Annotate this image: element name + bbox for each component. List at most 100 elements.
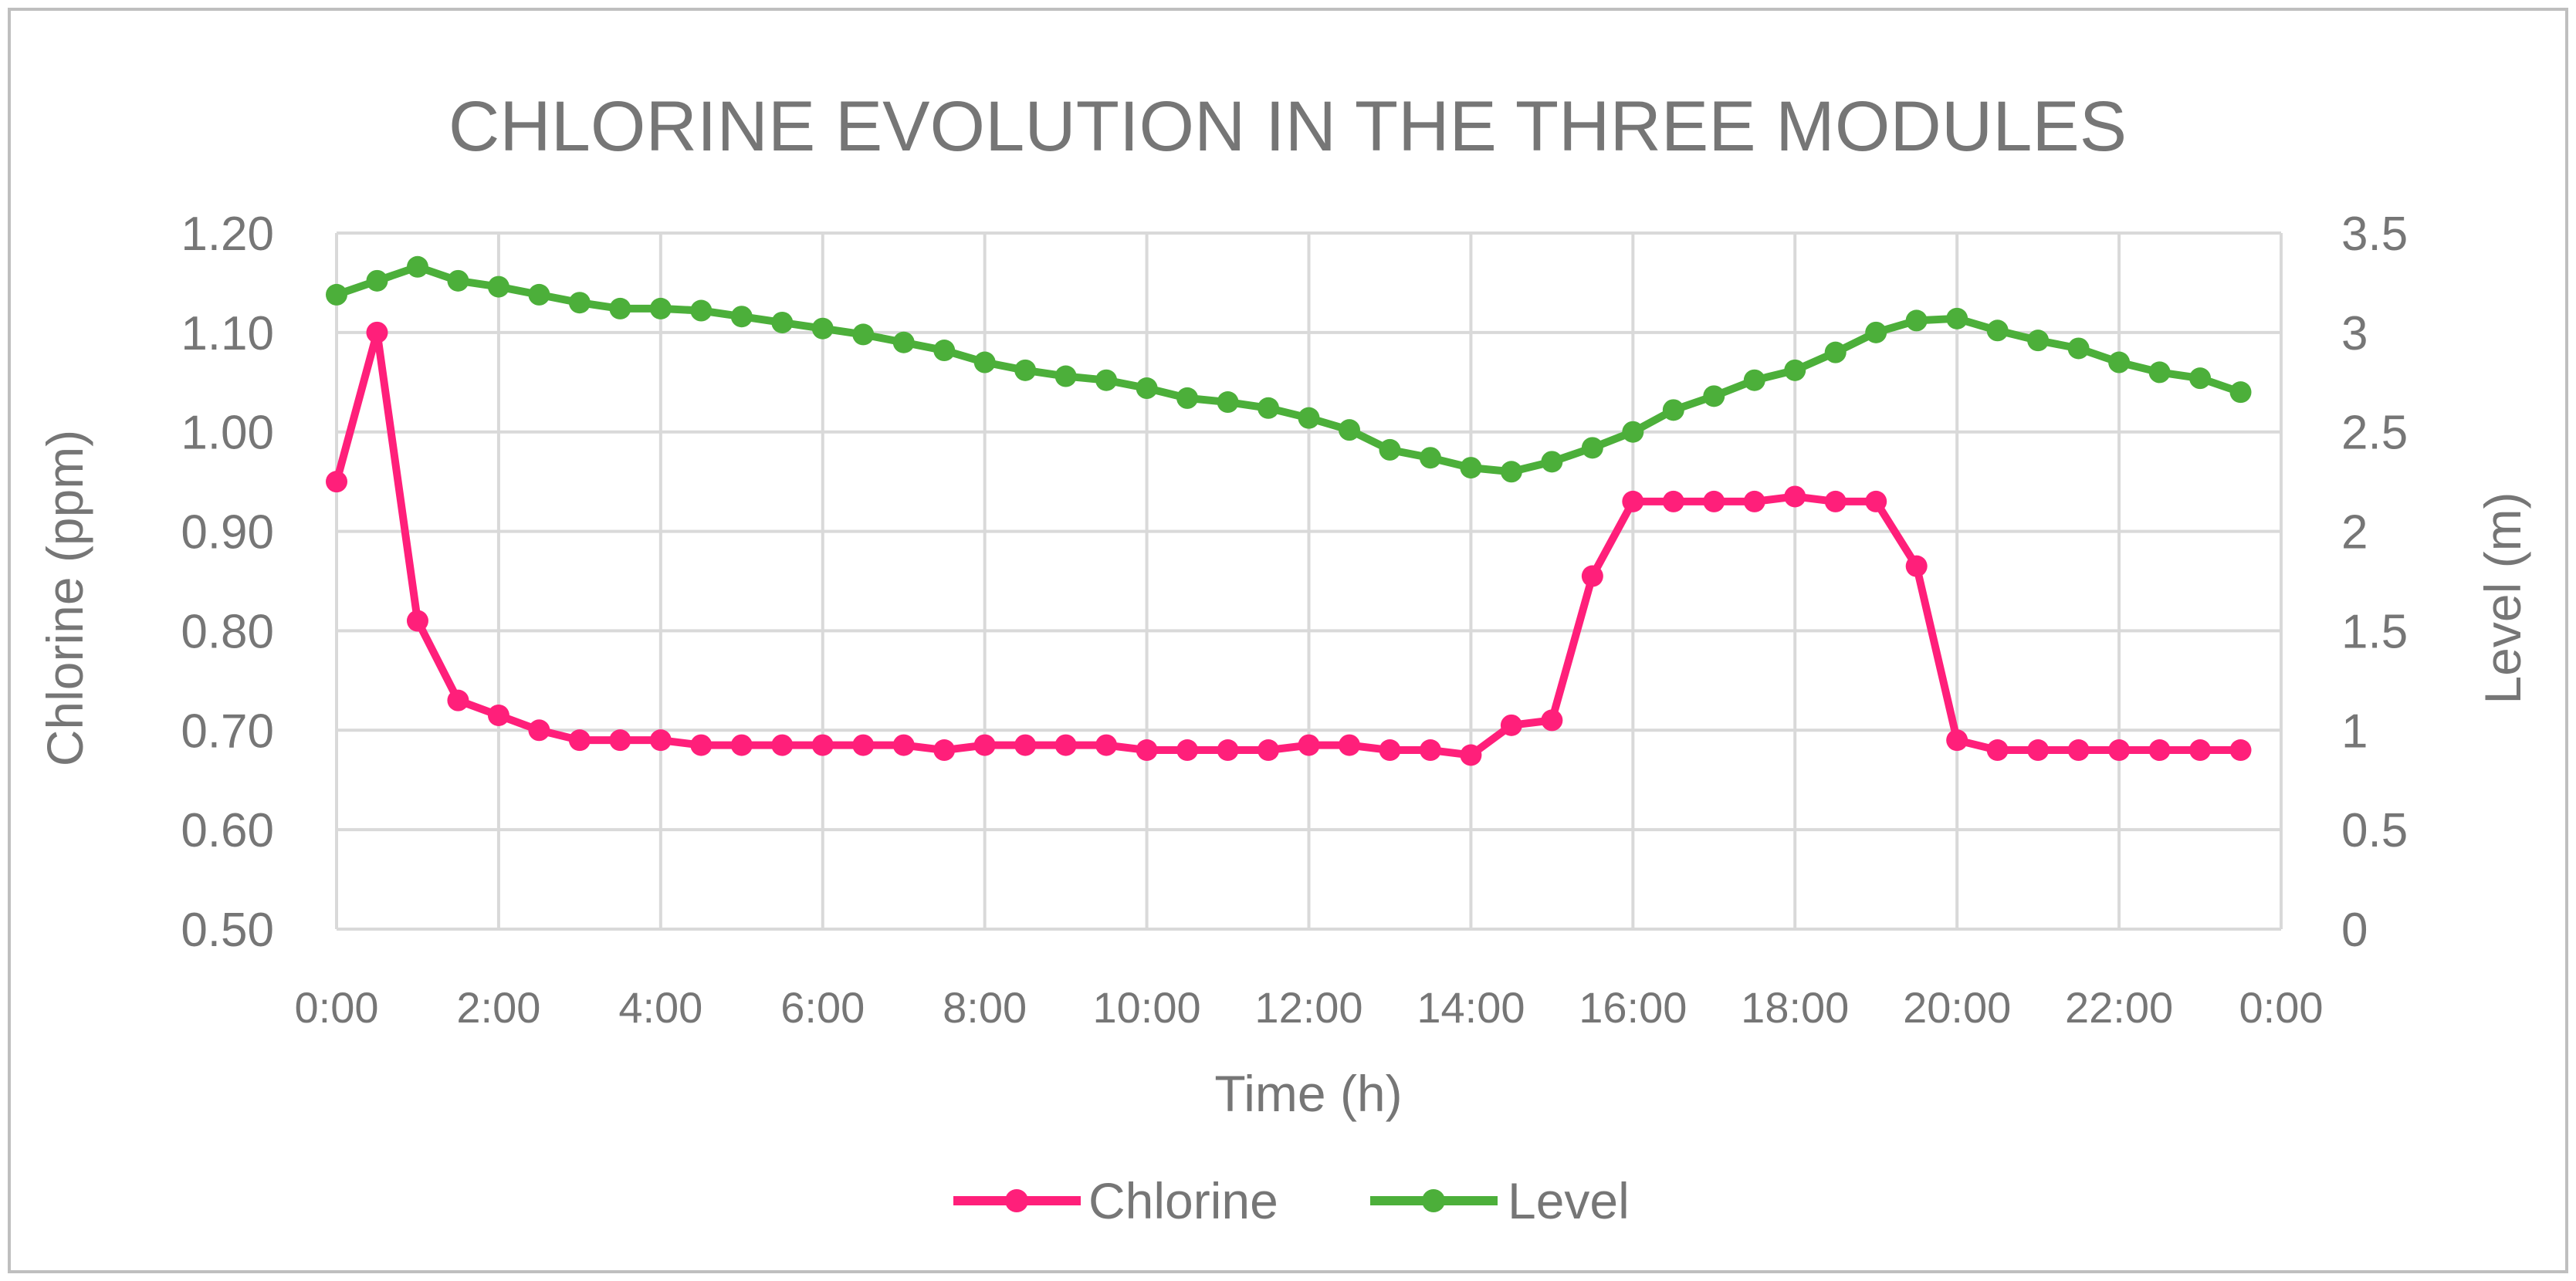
x-tick-label: 12:00 xyxy=(1254,983,1362,1032)
data-point-chlorine xyxy=(1622,490,1644,512)
data-point-level xyxy=(1379,438,1401,461)
legend-marker-level xyxy=(1422,1189,1445,1212)
data-point-level xyxy=(609,297,631,319)
data-point-chlorine xyxy=(326,471,347,493)
data-point-chlorine xyxy=(609,729,631,752)
y2-tick-label: 2 xyxy=(2341,506,2368,559)
y2-tick-label: 1.5 xyxy=(2341,605,2408,658)
data-point-level xyxy=(1622,421,1644,443)
data-point-chlorine xyxy=(1581,565,1603,587)
data-point-level xyxy=(1014,359,1037,381)
data-point-chlorine xyxy=(1014,734,1037,756)
legend-marker-chlorine xyxy=(1005,1189,1028,1212)
data-point-level xyxy=(1054,365,1077,387)
data-point-level xyxy=(690,299,713,322)
data-point-chlorine xyxy=(1905,555,1928,577)
data-point-chlorine xyxy=(2027,739,2050,762)
data-point-chlorine xyxy=(2229,739,2252,762)
data-point-chlorine xyxy=(973,734,996,756)
data-point-level xyxy=(366,269,388,292)
data-point-level xyxy=(1258,397,1280,419)
grid-layer xyxy=(335,232,2283,931)
data-point-chlorine xyxy=(1784,485,1806,508)
y-tick-label: 1.20 xyxy=(181,208,274,261)
data-point-chlorine xyxy=(2148,739,2171,762)
data-point-level xyxy=(1338,419,1360,441)
y2-tick-label: 0 xyxy=(2341,904,2368,957)
y2-tick-label: 0.5 xyxy=(2341,804,2408,857)
data-point-level xyxy=(730,306,753,328)
data-point-level xyxy=(447,269,469,292)
data-point-level xyxy=(771,311,794,333)
data-point-chlorine xyxy=(1460,744,1482,766)
data-point-chlorine xyxy=(1217,739,1239,762)
data-point-level xyxy=(1217,391,1239,414)
data-point-chlorine xyxy=(1379,739,1401,762)
data-point-chlorine xyxy=(1054,734,1077,756)
data-point-level xyxy=(1460,457,1482,479)
x-tick-label: 22:00 xyxy=(2065,983,2173,1032)
x-tick-label: 18:00 xyxy=(1741,983,1849,1032)
x-tick-label: 0:00 xyxy=(295,983,379,1032)
data-point-level xyxy=(1865,321,1887,343)
y2-tick-label: 3.5 xyxy=(2341,208,2408,261)
y-axis-left: 0.50 0.60 0.70 0.80 0.90 1.00 1.10 1.20 xyxy=(181,208,274,957)
data-point-level xyxy=(973,351,996,373)
data-point-level xyxy=(2229,381,2252,404)
data-point-level xyxy=(1743,369,1765,391)
y-tick-label: 1.00 xyxy=(181,407,274,460)
data-point-level xyxy=(406,255,428,278)
x-axis: 0:00 2:00 4:00 6:00 8:00 10:00 12:00 14:00 16:00… xyxy=(295,983,2324,1032)
data-point-level xyxy=(1298,407,1320,429)
data-point-level xyxy=(2027,330,2050,352)
data-point-chlorine xyxy=(811,734,834,756)
data-point-chlorine xyxy=(406,610,428,632)
data-point-level xyxy=(811,317,834,340)
data-point-level xyxy=(2189,367,2212,390)
data-point-chlorine xyxy=(1865,490,1887,512)
x-tick-label: 20:00 xyxy=(1903,983,2011,1032)
chart-border xyxy=(8,8,2568,1273)
x-tick-label: 0:00 xyxy=(2239,983,2324,1032)
data-point-chlorine xyxy=(1338,734,1360,756)
data-point-chlorine xyxy=(366,321,388,343)
legend-label-chlorine: Chlorine xyxy=(1088,1172,1278,1229)
data-point-level xyxy=(2108,351,2131,373)
data-point-chlorine xyxy=(1419,739,1441,762)
data-point-level xyxy=(568,292,591,314)
data-point-level xyxy=(1986,319,2009,342)
data-point-level xyxy=(1541,451,1563,473)
data-point-chlorine xyxy=(1095,734,1118,756)
data-point-chlorine xyxy=(1986,739,2009,762)
data-point-chlorine xyxy=(528,719,550,742)
data-point-chlorine xyxy=(1500,714,1522,736)
x-tick-label: 10:00 xyxy=(1093,983,1201,1032)
x-axis-title: Time (h) xyxy=(1214,1065,1402,1122)
data-point-chlorine xyxy=(1541,709,1563,732)
data-point-chlorine xyxy=(447,689,469,711)
data-point-level xyxy=(1946,307,1968,330)
data-point-level xyxy=(1500,461,1522,483)
data-point-level xyxy=(326,283,347,306)
data-point-chlorine xyxy=(1662,490,1684,512)
data-point-chlorine xyxy=(892,734,915,756)
x-tick-label: 6:00 xyxy=(780,983,865,1032)
data-point-level xyxy=(1703,385,1725,407)
data-point-chlorine xyxy=(1176,739,1199,762)
data-point-level xyxy=(528,283,550,306)
data-point-level xyxy=(1662,399,1684,421)
y-tick-label: 0.60 xyxy=(181,804,274,857)
data-point-chlorine xyxy=(1703,490,1725,512)
data-point-chlorine xyxy=(852,734,875,756)
data-point-level xyxy=(1419,447,1441,469)
data-point-level xyxy=(1784,359,1806,381)
x-tick-label: 16:00 xyxy=(1579,983,1687,1032)
data-point-chlorine xyxy=(2108,739,2131,762)
data-point-chlorine xyxy=(1136,739,1158,762)
y-tick-label: 0.70 xyxy=(181,705,274,758)
data-point-chlorine xyxy=(1298,734,1320,756)
y2-axis-title: Level (m) xyxy=(2474,492,2531,704)
data-point-level xyxy=(1176,387,1199,409)
y2-tick-label: 1 xyxy=(2341,705,2368,758)
